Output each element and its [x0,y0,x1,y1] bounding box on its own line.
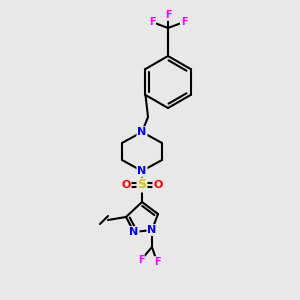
Text: F: F [149,17,155,27]
Text: N: N [137,166,147,176]
Text: F: F [138,255,144,265]
Text: S: S [137,178,146,191]
Text: F: F [154,257,160,267]
Text: N: N [147,225,157,235]
Text: N: N [129,227,139,237]
Text: F: F [181,17,187,27]
Text: F: F [165,10,171,20]
Text: O: O [153,180,163,190]
Text: N: N [137,127,147,137]
Text: O: O [121,180,131,190]
